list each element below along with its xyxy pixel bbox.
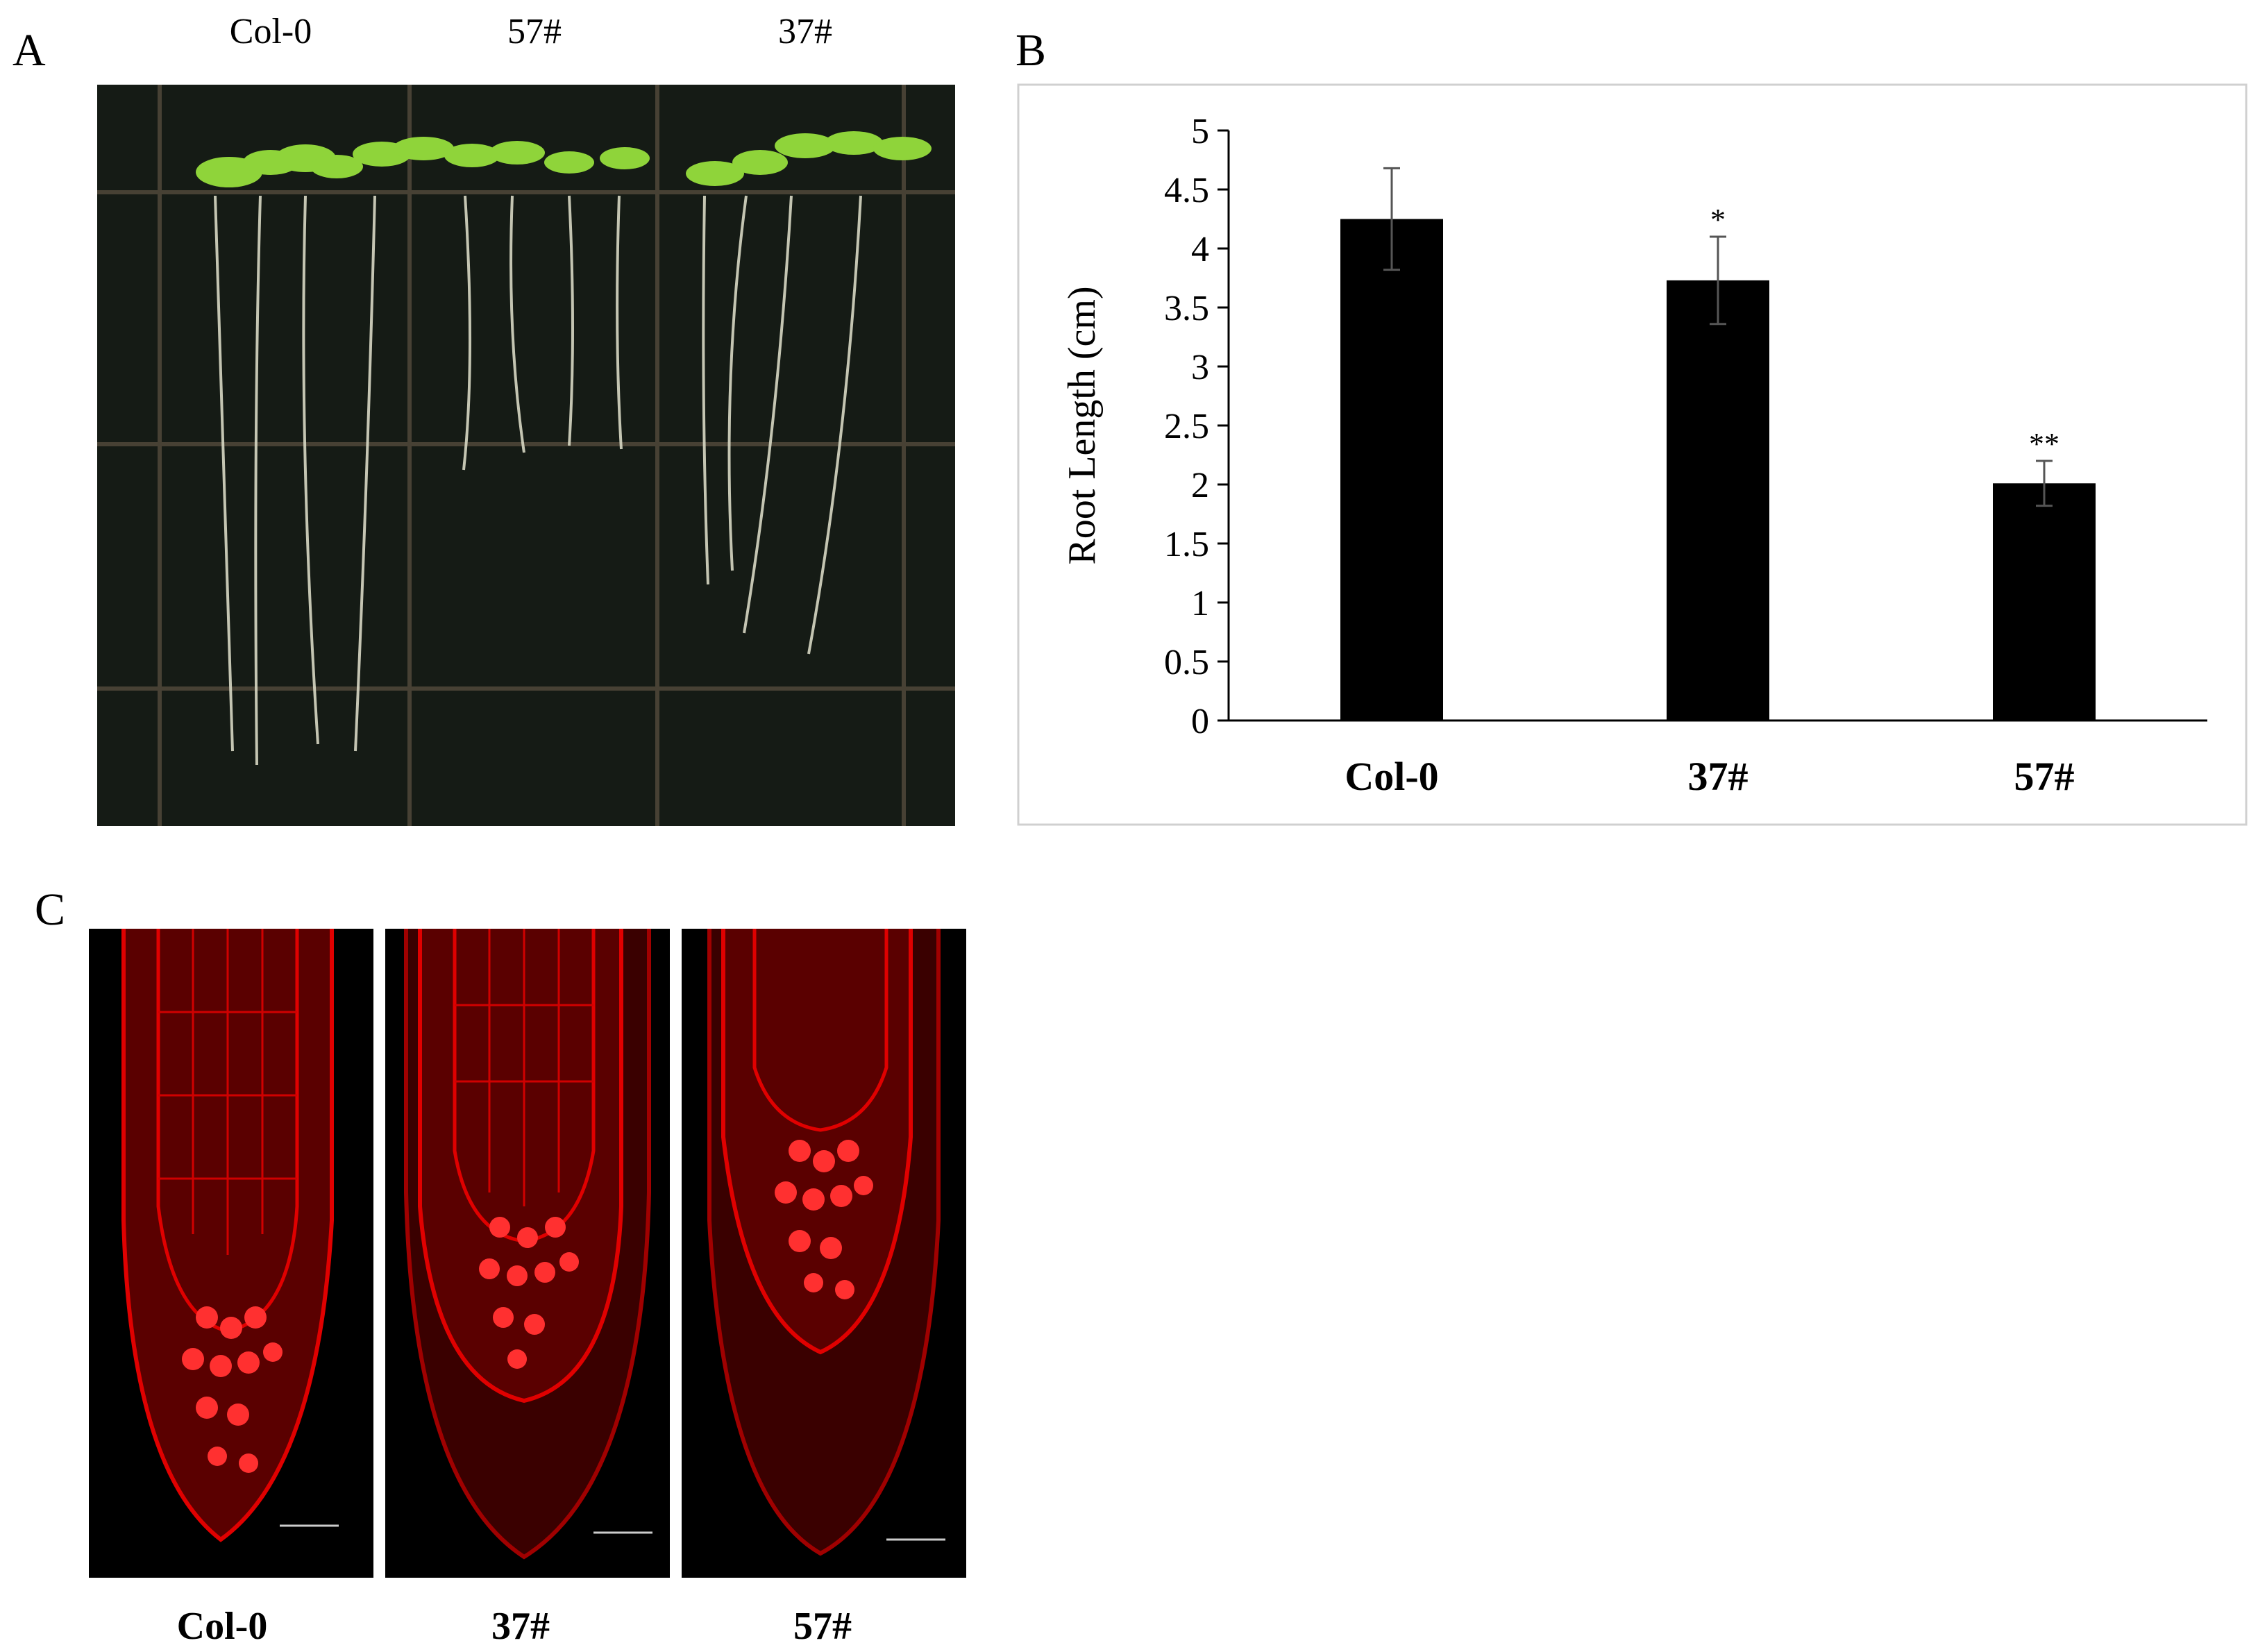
y-tick-label: 3 bbox=[1191, 348, 1209, 387]
bar bbox=[1340, 219, 1443, 720]
y-tick-label: 2 bbox=[1191, 466, 1209, 505]
panel-a-header-37: 37# bbox=[778, 12, 832, 51]
y-axis-title: Root Length (cm) bbox=[1061, 286, 1104, 564]
confocal-root-col0 bbox=[89, 929, 373, 1578]
panel-a-header-57: 57# bbox=[507, 12, 562, 51]
panel-c-letter: C bbox=[35, 884, 66, 935]
x-tick-label: 37# bbox=[1688, 754, 1749, 799]
y-tick-label: 4 bbox=[1191, 230, 1209, 269]
y-tick-label: 0.5 bbox=[1164, 643, 1209, 682]
x-tick-label: Col-0 bbox=[1345, 754, 1438, 799]
panel-c-label-col0: Col-0 bbox=[176, 1605, 268, 1648]
panel-c-label-37: 37# bbox=[491, 1605, 550, 1648]
y-tick-label: 5 bbox=[1191, 112, 1209, 151]
bar bbox=[1667, 280, 1769, 720]
significance-marker: * bbox=[1710, 203, 1726, 237]
panel-a-header-col0: Col-0 bbox=[229, 12, 312, 51]
y-tick-label: 1 bbox=[1191, 584, 1209, 623]
seedling-plate-photo bbox=[97, 85, 955, 826]
bar bbox=[1993, 483, 2096, 720]
y-tick-label: 3.5 bbox=[1164, 289, 1209, 328]
panel-b-letter: B bbox=[1016, 25, 1047, 76]
y-tick-label: 0 bbox=[1191, 702, 1209, 741]
root-length-bar-chart: 00.511.522.533.544.55 Col-0 37# 57# *** Ro… bbox=[1017, 83, 2248, 826]
panel-c-label-57: 57# bbox=[793, 1605, 852, 1648]
confocal-root-37 bbox=[385, 929, 670, 1578]
y-tick-label: 1.5 bbox=[1164, 525, 1209, 564]
y-tick-label: 2.5 bbox=[1164, 407, 1209, 446]
y-tick-label: 4.5 bbox=[1164, 171, 1209, 210]
confocal-root-57 bbox=[682, 929, 966, 1578]
x-tick-label: 57# bbox=[2014, 754, 2075, 799]
significance-marker: ** bbox=[2029, 427, 2059, 461]
panel-a-letter: A bbox=[12, 25, 46, 76]
